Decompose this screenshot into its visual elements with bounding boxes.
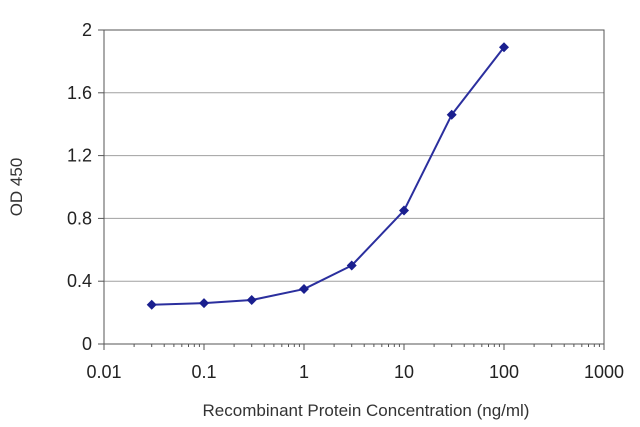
data-point [199, 298, 209, 309]
plot-frame [103, 29, 605, 345]
data-point [346, 260, 357, 271]
x-tick-label: 1000 [584, 362, 624, 382]
data-point [246, 295, 257, 306]
grid-lines [104, 92, 604, 282]
data-point [499, 42, 509, 53]
x-tick-label: 1 [299, 362, 309, 382]
x-axis-title: Recombinant Protein Concentration (ng/ml… [203, 401, 530, 420]
data-point [446, 109, 457, 120]
data-point [299, 284, 309, 295]
y-tick-label: 2 [82, 20, 92, 40]
y-tick-label: 0 [82, 334, 92, 354]
y-axis-title: OD 450 [7, 158, 26, 217]
data-point [399, 205, 409, 216]
x-tick-label: 10 [394, 362, 414, 382]
x-tick-label: 0.01 [86, 362, 121, 382]
axis-ticks: 0 0.4 0.8 1.2 1.6 2 0.01 0.1 1 10 100 1000 [67, 20, 624, 382]
series-line [151, 46, 505, 306]
y-tick-label: 1.6 [67, 83, 92, 103]
data-series [146, 42, 509, 310]
data-point [146, 299, 157, 310]
y-tick-label: 0.8 [67, 208, 92, 228]
x-tick-label: 100 [489, 362, 519, 382]
y-tick-label: 0.4 [67, 271, 92, 291]
x-tick-label: 0.1 [191, 362, 216, 382]
y-tick-label: 1.2 [67, 146, 92, 166]
